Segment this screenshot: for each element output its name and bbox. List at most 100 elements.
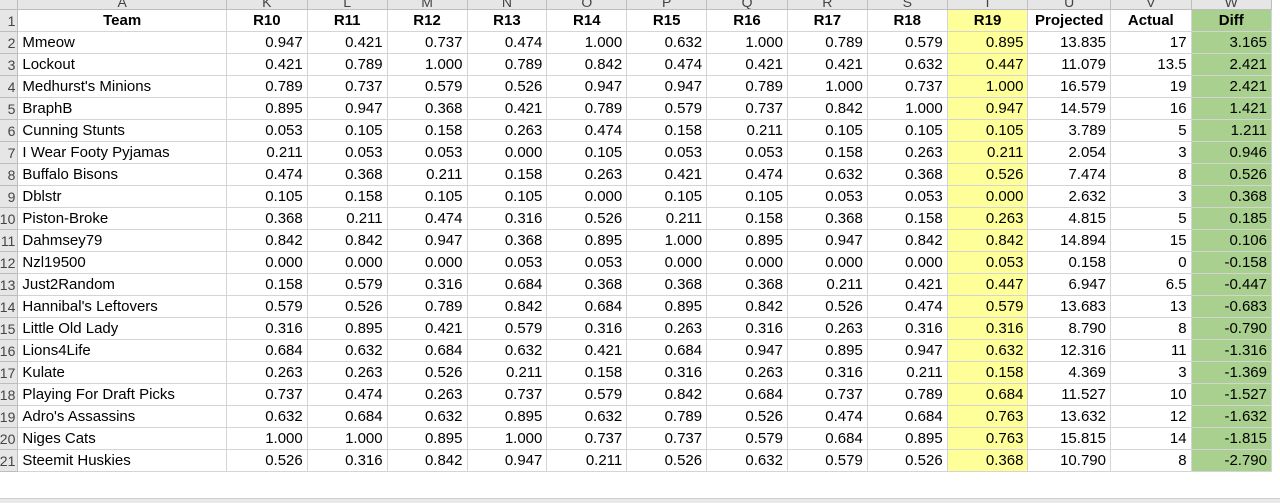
round-score-cell[interactable]: 0.842 <box>225 229 308 252</box>
round-score-cell[interactable]: 0.368 <box>706 273 788 296</box>
actual-cell[interactable]: 10 <box>1109 383 1192 406</box>
team-name-cell[interactable]: BraphB <box>17 97 227 120</box>
projected-cell[interactable]: 16.579 <box>1027 75 1111 98</box>
round-score-cell[interactable]: 0.158 <box>786 141 868 164</box>
team-name-cell[interactable]: Lockout <box>17 53 227 76</box>
round-score-cell[interactable]: 0.211 <box>946 141 1029 164</box>
row-number[interactable]: 17 <box>0 361 19 384</box>
header-cell-r17[interactable]: R17 <box>786 9 868 32</box>
diff-cell[interactable]: 2.421 <box>1190 75 1273 98</box>
row-number[interactable]: 12 <box>0 251 19 274</box>
round-score-cell[interactable]: 0.895 <box>466 405 548 428</box>
round-score-cell[interactable]: 0.579 <box>546 383 628 406</box>
round-score-cell[interactable]: 0.158 <box>546 361 628 384</box>
projected-cell[interactable]: 10.790 <box>1027 449 1111 472</box>
round-score-cell[interactable]: 0.947 <box>386 229 468 252</box>
round-score-cell[interactable]: 0.579 <box>225 295 308 318</box>
round-score-cell[interactable]: 0.421 <box>866 273 948 296</box>
diff-cell[interactable]: -1.369 <box>1190 361 1273 384</box>
round-score-cell[interactable]: 0.632 <box>466 339 548 362</box>
diff-cell[interactable]: -2.790 <box>1190 449 1273 472</box>
team-name-cell[interactable]: Medhurst's Minions <box>17 75 227 98</box>
actual-cell[interactable]: 5 <box>1109 119 1192 142</box>
round-score-cell[interactable]: 0.368 <box>626 273 708 296</box>
team-name-cell[interactable]: Cunning Stunts <box>17 119 227 142</box>
diff-cell[interactable]: -1.632 <box>1190 405 1273 428</box>
round-score-cell[interactable]: 0.947 <box>706 339 788 362</box>
header-cell-r14[interactable]: R14 <box>546 9 628 32</box>
round-score-cell[interactable]: 0.526 <box>706 405 788 428</box>
round-score-cell[interactable]: 0.947 <box>225 31 308 54</box>
column-header-t[interactable]: T <box>946 0 1029 10</box>
round-score-cell[interactable]: 1.000 <box>546 31 628 54</box>
round-score-cell[interactable]: 0.684 <box>225 339 308 362</box>
round-score-cell[interactable]: 0.447 <box>946 273 1029 296</box>
round-score-cell[interactable]: 0.368 <box>786 207 868 230</box>
header-cell-r12[interactable]: R12 <box>386 9 468 32</box>
round-score-cell[interactable]: 0.737 <box>866 75 948 98</box>
column-header-p[interactable]: P <box>626 0 708 10</box>
round-score-cell[interactable]: 0.263 <box>946 207 1029 230</box>
actual-cell[interactable]: 0 <box>1109 251 1192 274</box>
round-score-cell[interactable]: 0.053 <box>866 185 948 208</box>
round-score-cell[interactable]: 0.211 <box>466 361 548 384</box>
round-score-cell[interactable]: 0.737 <box>706 97 788 120</box>
round-score-cell[interactable]: 0.263 <box>866 141 948 164</box>
column-header-u[interactable]: U <box>1027 0 1111 10</box>
round-score-cell[interactable]: 0.263 <box>386 383 468 406</box>
round-score-cell[interactable]: 0.579 <box>786 449 868 472</box>
team-name-cell[interactable]: Nzl19500 <box>17 251 227 274</box>
round-score-cell[interactable]: 0.105 <box>866 119 948 142</box>
row-number[interactable]: 19 <box>0 405 19 428</box>
round-score-cell[interactable]: 1.000 <box>306 427 388 450</box>
team-name-cell[interactable]: Kulate <box>17 361 227 384</box>
projected-cell[interactable]: 14.579 <box>1027 97 1111 120</box>
round-score-cell[interactable]: 0.053 <box>306 141 388 164</box>
row-number[interactable]: 4 <box>0 75 19 98</box>
round-score-cell[interactable]: 0.263 <box>306 361 388 384</box>
projected-cell[interactable]: 13.632 <box>1027 405 1111 428</box>
round-score-cell[interactable]: 0.105 <box>386 185 468 208</box>
round-score-cell[interactable]: 0.842 <box>546 53 628 76</box>
round-score-cell[interactable]: 0.368 <box>225 207 308 230</box>
projected-cell[interactable]: 15.815 <box>1027 427 1111 450</box>
round-score-cell[interactable]: 0.632 <box>546 405 628 428</box>
column-header-o[interactable]: O <box>546 0 628 10</box>
horizontal-scrollbar[interactable] <box>0 498 1280 503</box>
round-score-cell[interactable]: 0.368 <box>466 229 548 252</box>
round-score-cell[interactable]: 0.737 <box>546 427 628 450</box>
row-number[interactable]: 7 <box>0 141 19 164</box>
round-score-cell[interactable]: 0.789 <box>626 405 708 428</box>
projected-cell[interactable]: 2.632 <box>1027 185 1111 208</box>
round-score-cell[interactable]: 0.316 <box>386 273 468 296</box>
round-score-cell[interactable]: 0.763 <box>946 427 1029 450</box>
round-score-cell[interactable]: 0.421 <box>626 163 708 186</box>
round-score-cell[interactable]: 0.737 <box>386 31 468 54</box>
round-score-cell[interactable]: 0.316 <box>786 361 868 384</box>
actual-cell[interactable]: 16 <box>1109 97 1192 120</box>
projected-cell[interactable]: 13.835 <box>1027 31 1111 54</box>
projected-cell[interactable]: 12.316 <box>1027 339 1111 362</box>
round-score-cell[interactable]: 0.053 <box>946 251 1029 274</box>
round-score-cell[interactable]: 0.211 <box>626 207 708 230</box>
diff-cell[interactable]: -1.316 <box>1190 339 1273 362</box>
actual-cell[interactable]: 3 <box>1109 361 1192 384</box>
header-cell-r13[interactable]: R13 <box>466 9 548 32</box>
round-score-cell[interactable]: 0.211 <box>306 207 388 230</box>
round-score-cell[interactable]: 0.211 <box>546 449 628 472</box>
round-score-cell[interactable]: 0.474 <box>306 383 388 406</box>
round-score-cell[interactable]: 1.000 <box>626 229 708 252</box>
diff-cell[interactable]: -0.158 <box>1190 251 1273 274</box>
round-score-cell[interactable]: 0.158 <box>866 207 948 230</box>
actual-cell[interactable]: 3 <box>1109 185 1192 208</box>
header-cell-r10[interactable]: R10 <box>225 9 308 32</box>
round-score-cell[interactable]: 0.684 <box>706 383 788 406</box>
round-score-cell[interactable]: 0.632 <box>626 31 708 54</box>
round-score-cell[interactable]: 0.632 <box>225 405 308 428</box>
round-score-cell[interactable]: 0.105 <box>626 185 708 208</box>
round-score-cell[interactable]: 1.000 <box>466 427 548 450</box>
team-name-cell[interactable]: Steemit Huskies <box>17 449 227 472</box>
round-score-cell[interactable]: 0.526 <box>626 449 708 472</box>
actual-cell[interactable]: 13 <box>1109 295 1192 318</box>
round-score-cell[interactable]: 0.842 <box>706 295 788 318</box>
